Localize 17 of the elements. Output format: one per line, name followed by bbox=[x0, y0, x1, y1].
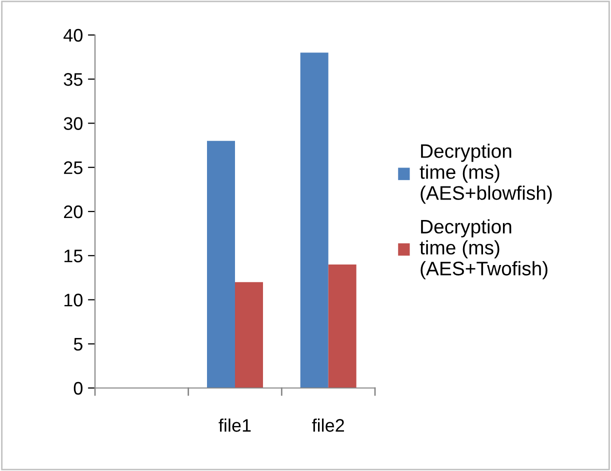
y-tick-label: 10 bbox=[64, 294, 82, 306]
y-tick-label: 15 bbox=[64, 250, 82, 262]
x-tick-label: file1 bbox=[218, 418, 251, 432]
x-tick-label: file2 bbox=[312, 418, 344, 432]
bar bbox=[207, 140, 235, 388]
bar bbox=[235, 282, 263, 388]
y-tick-label: 20 bbox=[64, 205, 82, 218]
y-tick-label: 35 bbox=[64, 73, 82, 86]
y-tick-label: 0 bbox=[74, 382, 82, 395]
y-tick-label: 5 bbox=[74, 338, 82, 351]
y-tick-label: 30 bbox=[64, 117, 82, 130]
bar bbox=[300, 52, 328, 388]
y-tick-label: 40 bbox=[64, 28, 82, 42]
y-tick-label: 25 bbox=[64, 161, 82, 174]
legend-label: Decryption time (ms) (AES+Twofish) bbox=[420, 219, 548, 280]
bar bbox=[328, 264, 356, 388]
legend-label: Decryption time (ms) (AES+blowfish) bbox=[420, 144, 552, 204]
